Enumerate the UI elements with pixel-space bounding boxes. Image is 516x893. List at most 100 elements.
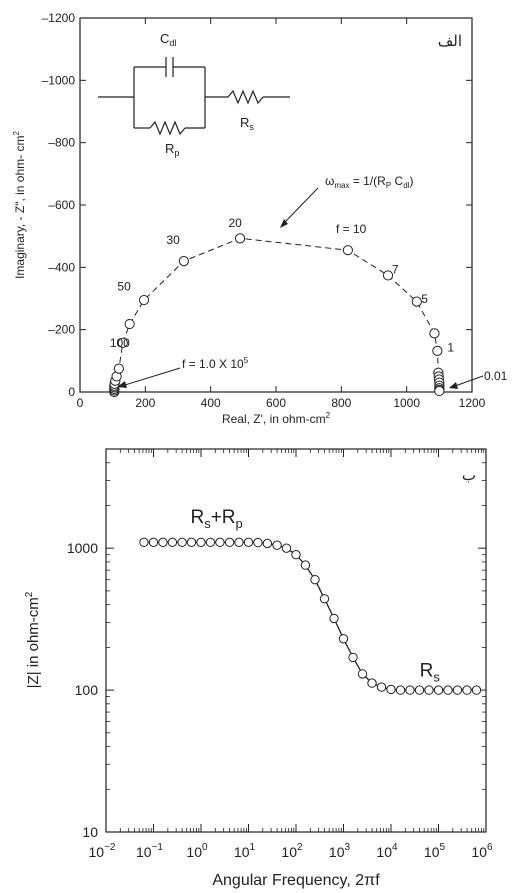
nyquist-point [234, 233, 246, 244]
bode-x-tick-label: 100 [186, 842, 208, 860]
bode-annotations: Rs+Rp Rs [190, 507, 440, 684]
bode-point [329, 613, 339, 624]
nyquist-point-label: 1 [447, 340, 454, 354]
bode-point [319, 594, 330, 604]
bode-x-tick-label: 10−1 [136, 842, 163, 860]
bode-point [139, 537, 149, 548]
circuit-rp-label: Rp [165, 141, 179, 158]
nyquist-point [411, 296, 422, 307]
bode-y-axis-label: |Z| in ohm-cm2 [24, 591, 42, 688]
bode-point [300, 560, 311, 570]
bode-point [310, 574, 320, 585]
bode-point [462, 685, 472, 695]
bode-point [414, 685, 425, 695]
omega-max-arrow [280, 187, 319, 228]
omega-max-annotation: ωmax = 1/(RP Cdl) [325, 174, 413, 190]
nyquist-y-ticks: 0 –200 –400 –600 –800 –1000 –1200 [42, 11, 472, 399]
bode-x-tick-label: 10−2 [89, 842, 116, 860]
nyquist-point [138, 294, 150, 306]
nyquist-points [109, 233, 445, 398]
nyquist-point-label: 50 [117, 280, 131, 294]
nyquist-x-tick-label: 1000 [393, 396, 420, 410]
bode-point [186, 537, 197, 548]
bode-x-tick-label: 101 [234, 842, 256, 860]
nyquist-point [113, 363, 124, 374]
nyquist-dashed-curve [113, 237, 440, 392]
nyquist-point [117, 337, 128, 348]
bode-point [348, 652, 358, 663]
freq-high-annotation: 0.01 [484, 369, 508, 383]
nyquist-x-tick-label: 200 [135, 396, 155, 410]
nyquist-x-tick-label: 600 [266, 396, 286, 410]
nyquist-x-tick-label: 1200 [459, 396, 486, 410]
bode-point [338, 634, 349, 644]
nyquist-panel-tag: الف [438, 33, 462, 50]
bode-point [386, 684, 396, 695]
nyquist-point-label: 30 [166, 233, 180, 247]
nyquist-point [429, 328, 440, 339]
nyquist-point-label: 5 [421, 292, 428, 306]
nyquist-y-tick-label: –400 [48, 260, 75, 274]
nyquist-point-label: f = 10 [336, 222, 367, 236]
bode-point [405, 685, 415, 695]
nyquist-plot: الف Cdl Rp Rs ωmax = 1/(RP Cdl) f = 1 [12, 11, 508, 426]
bode-y-ticks: 10 100 1000 [67, 448, 486, 840]
freq-low-arrow [117, 367, 181, 388]
bode-point [262, 538, 273, 549]
bode-y-tick-label: 10 [82, 824, 98, 840]
nyquist-point-label: 100 [110, 336, 130, 350]
bode-point [158, 537, 168, 548]
bode-y-tick-label: 100 [75, 682, 99, 698]
nyquist-y-tick-label: 0 [68, 385, 75, 399]
bode-point [196, 537, 206, 548]
circuit-cdl-label: Cdl [160, 31, 176, 48]
bode-point [253, 537, 263, 548]
nyquist-x-tick-label: 0 [77, 396, 84, 410]
bode-point [367, 678, 377, 688]
bode-point [234, 537, 244, 548]
bode-x-ticks: 10−2 10−1 100 101 102 103 104 105 106 [89, 449, 493, 860]
bode-annotation: Rs [420, 660, 441, 684]
bode-point [376, 682, 387, 692]
bode-plot: ب 10−2 10−1 100 101 102 103 104 105 106 10 100 100… [24, 448, 493, 889]
bode-point [215, 537, 225, 548]
nyquist-y-tick-label: –800 [48, 136, 75, 150]
bode-x-tick-label: 103 [329, 842, 351, 860]
nyquist-y-tick-label: –200 [48, 323, 75, 337]
nyquist-point [434, 385, 445, 397]
nyquist-x-axis-label: Real, Z', in ohm-cm2 [222, 411, 331, 426]
bode-y-tick-label: 1000 [67, 540, 98, 556]
bode-x-axis-label: Angular Frequency, 2πf [212, 872, 380, 889]
bode-point [471, 685, 482, 695]
equivalent-circuit [98, 57, 290, 136]
nyquist-x-tick-label: 800 [331, 396, 351, 410]
bode-points [139, 537, 482, 695]
bode-point [272, 540, 282, 550]
bode-x-tick-label: 106 [471, 842, 493, 860]
nyquist-point [382, 270, 394, 281]
bode-x-tick-label: 102 [281, 842, 303, 860]
bode-point [243, 537, 254, 548]
nyquist-point [178, 256, 189, 267]
nyquist-point [342, 245, 353, 256]
nyquist-point-labels: 20 30 50 100 f = 10 7 5 1 [110, 216, 455, 355]
bode-point [291, 549, 301, 560]
circuit-rs-label: Rs [240, 115, 254, 132]
bode-point [395, 685, 406, 695]
bode-point [281, 543, 292, 553]
nyquist-point [432, 345, 443, 356]
nyquist-y-tick-label: –600 [48, 198, 75, 212]
bode-annotation: Rs+Rp [190, 507, 242, 531]
nyquist-x-tick-label: 400 [201, 396, 221, 410]
nyquist-x-ticks: 0 200 400 600 800 1000 1200 [77, 18, 486, 410]
nyquist-point-label: 20 [228, 216, 242, 230]
bode-plot-frame [105, 448, 487, 833]
nyquist-y-tick-label: –1000 [42, 73, 76, 87]
bode-point [148, 537, 159, 548]
nyquist-y-tick-label: –1200 [42, 11, 76, 25]
bode-point [205, 537, 216, 548]
bode-point [433, 685, 444, 695]
bode-point [443, 685, 453, 695]
bode-x-tick-label: 105 [424, 842, 446, 860]
